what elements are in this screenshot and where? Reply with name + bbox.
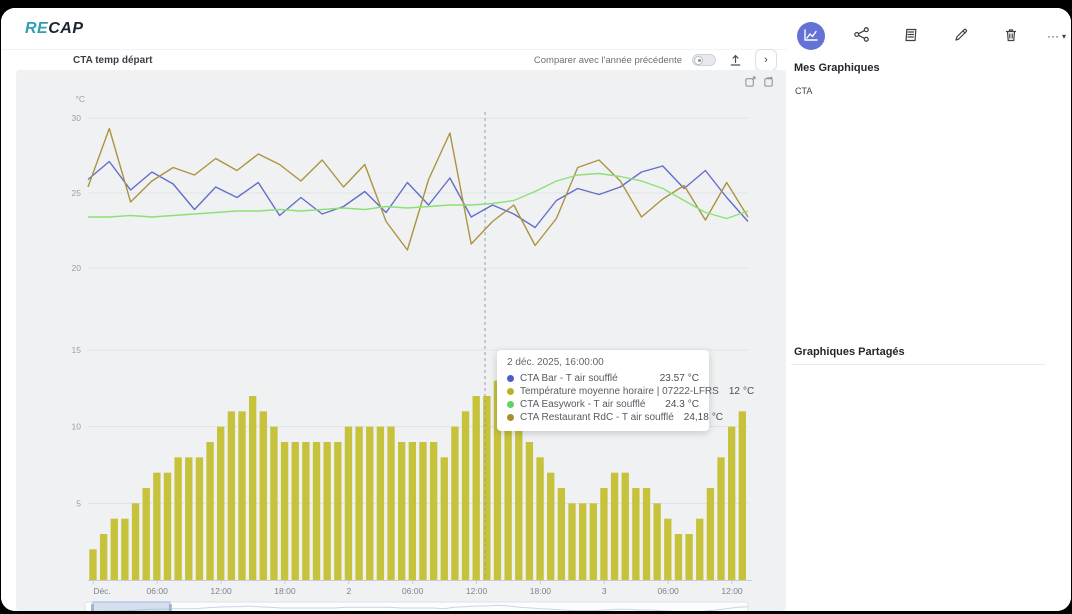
svg-text:12:00: 12:00: [210, 586, 232, 596]
logo-cap: CAP: [48, 19, 84, 37]
main-panel: RECAP CTA temp départ Comparer avec l'an…: [1, 8, 787, 611]
divider: [791, 364, 1045, 365]
delete-button[interactable]: [997, 22, 1025, 50]
chart-tooltip: 2 déc. 2025, 16:00:00 CTA Bar - T air so…: [497, 350, 754, 431]
restore-icon[interactable]: [763, 76, 774, 87]
chart-toolbox: [745, 76, 774, 87]
svg-text:18:00: 18:00: [530, 586, 552, 596]
svg-text:06:00: 06:00: [658, 586, 680, 596]
my-charts-heading: Mes Graphiques: [794, 62, 880, 74]
caret-down-icon: ▾: [1062, 31, 1067, 41]
series-value: 24,18: [683, 412, 709, 423]
report-list-button[interactable]: [897, 22, 925, 50]
series-unit: °C: [687, 373, 699, 384]
collapse-panel-button[interactable]: ›: [755, 49, 777, 71]
pencil-icon: [953, 27, 969, 46]
tooltip-row: Température moyenne horaire | 07222-LFRS…: [507, 385, 754, 398]
svg-text:5: 5: [76, 498, 81, 508]
tooltip-row: CTA Easywork - T air soufflé 24.3 °C: [507, 398, 699, 411]
series-name: CTA Restaurant RdC - T air soufflé: [520, 412, 674, 423]
tooltip-row: CTA Bar - T air soufflé 23.57 °C: [507, 372, 699, 385]
svg-text:2: 2: [346, 586, 351, 596]
series-color-dot: [507, 375, 514, 382]
clipboard-list-icon: [903, 27, 919, 46]
compare-previous-year-label: Comparer avec l'année précédente: [533, 54, 682, 66]
export-icon[interactable]: [726, 51, 745, 70]
app-header: RECAP: [1, 8, 787, 50]
svg-text:15: 15: [72, 345, 82, 355]
series-color-dot: [507, 414, 514, 421]
temperature-chart[interactable]: °C 30 25 20 15 10 5 Déc. 06:00 12:00 18:00 2 06:00 12…: [16, 70, 786, 611]
sidebar-item-cta[interactable]: CTA: [795, 86, 813, 96]
data-zoom-icon[interactable]: [745, 76, 756, 87]
svg-text:12:00: 12:00: [721, 586, 743, 596]
series-unit: °C: [687, 399, 699, 410]
series-value: 24.3: [665, 399, 685, 410]
app-window: RECAP CTA temp départ Comparer avec l'an…: [1, 8, 1071, 611]
more-options-button[interactable]: ··· ▾: [1047, 29, 1066, 43]
svg-text:3: 3: [602, 586, 607, 596]
chart-card: °C 30 25 20 15 10 5 Déc. 06:00 12:00 18:00 2 06:00 12…: [16, 70, 786, 611]
ellipsis-icon: ···: [1047, 29, 1059, 43]
compare-previous-year-toggle[interactable]: [692, 54, 716, 66]
shared-charts-button[interactable]: [847, 22, 875, 50]
svg-text:25: 25: [72, 188, 82, 198]
series-name: CTA Bar - T air soufflé: [520, 373, 618, 384]
svg-text:20: 20: [72, 263, 82, 273]
shared-charts-heading: Graphiques Partagés: [794, 346, 905, 358]
series-value: 12: [728, 386, 740, 397]
svg-text:06:00: 06:00: [147, 586, 169, 596]
tooltip-row: CTA Restaurant RdC - T air soufflé 24,18…: [507, 411, 723, 424]
series-name: Température moyenne horaire | 07222-LFRS: [520, 386, 719, 397]
tooltip-timestamp: 2 déc. 2025, 16:00:00: [507, 357, 604, 368]
edit-button[interactable]: [947, 22, 975, 50]
series-name: CTA Easywork - T air soufflé: [520, 399, 646, 410]
svg-text:Déc.: Déc.: [93, 586, 110, 596]
series-color-dot: [507, 388, 514, 395]
app-logo: RECAP: [25, 20, 84, 38]
svg-text:30: 30: [72, 113, 82, 123]
series-unit: °C: [711, 412, 724, 423]
svg-text:06:00: 06:00: [402, 586, 424, 596]
series-value: 23.57: [659, 373, 685, 384]
trash-icon: [1003, 27, 1019, 46]
logo-re: RE: [25, 19, 49, 37]
chart-title: CTA temp départ: [73, 54, 153, 66]
svg-text:°C: °C: [75, 94, 85, 104]
sidebar-icon-row: ··· ▾: [787, 8, 1071, 50]
series-color-dot: [507, 401, 514, 408]
svg-text:12:00: 12:00: [466, 586, 488, 596]
svg-text:10: 10: [72, 422, 82, 432]
share-icon: [853, 26, 870, 46]
chevron-right-icon: ›: [764, 54, 768, 66]
series-unit: °C: [742, 386, 755, 397]
chart-toolbar: CTA temp départ Comparer avec l'année pr…: [1, 49, 787, 71]
right-sidebar: ··· ▾ Mes Graphiques CTA Graphiques Part…: [787, 8, 1071, 611]
svg-text:18:00: 18:00: [274, 586, 296, 596]
chart-icon: [803, 27, 819, 46]
my-charts-button[interactable]: [797, 22, 825, 50]
